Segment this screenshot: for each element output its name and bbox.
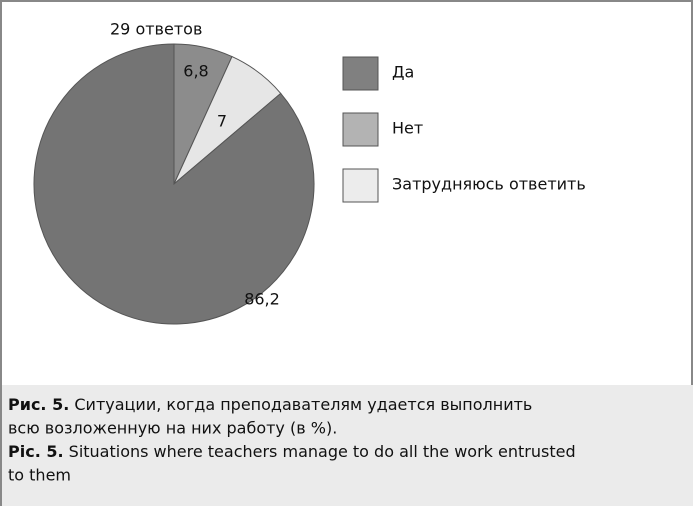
caption-line: Pic. 5. Situations where teachers manage… <box>8 442 576 461</box>
legend-label: Нет <box>392 119 423 138</box>
caption-background <box>0 385 693 506</box>
data-label: 6,8 <box>183 62 208 81</box>
subtitle: 29 ответов <box>110 20 202 39</box>
legend-swatch <box>342 56 379 91</box>
caption-label: Рис. 5. <box>8 395 69 414</box>
caption-line: Рис. 5. Ситуации, когда преподавателям у… <box>8 395 532 414</box>
pie-slice <box>33 43 315 325</box>
legend-label: Затрудняюсь ответить <box>392 175 586 194</box>
legend-swatch <box>342 168 379 203</box>
legend-swatch <box>342 112 379 147</box>
data-label: 86,2 <box>244 290 280 309</box>
caption-text: Situations where teachers manage to do a… <box>69 442 576 461</box>
caption-text: всю возложенную на них работу (в %). <box>8 419 337 438</box>
data-label: 7 <box>217 112 227 131</box>
caption-line: всю возложенную на них работу (в %). <box>8 419 337 438</box>
legend-label: Да <box>392 63 414 82</box>
caption-line: to them <box>8 466 71 485</box>
caption-label: Pic. 5. <box>8 442 64 461</box>
caption-text: Ситуации, когда преподавателям удается в… <box>74 395 532 414</box>
caption-text: to them <box>8 466 71 485</box>
